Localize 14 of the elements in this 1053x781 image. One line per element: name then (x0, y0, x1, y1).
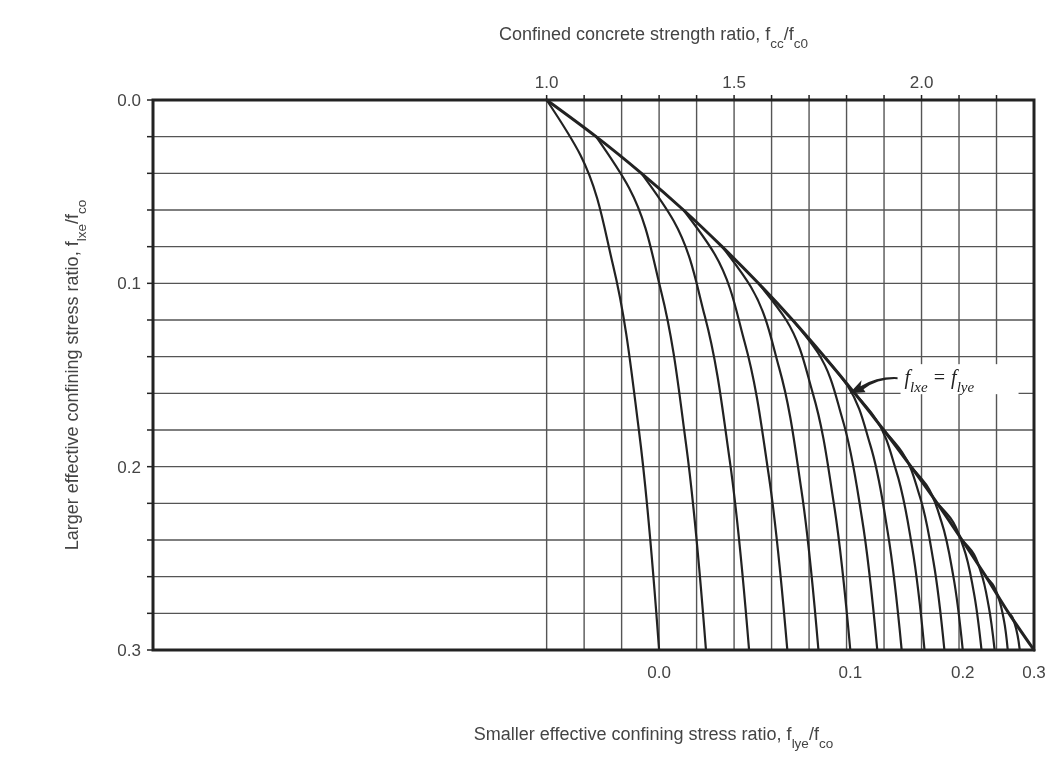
annotation: 0.0 (647, 663, 671, 682)
annotation: 0.2 (950, 663, 975, 682)
x-tick-label: 2.0 (909, 73, 934, 92)
annotation: 0.3 (1022, 663, 1046, 682)
annotation: f$_{lxe}$ = f$_{lye}$ (904, 366, 975, 396)
annotation: 0.1 (838, 663, 863, 682)
y-tick-label: 0.3 (117, 640, 141, 660)
y-tick-label: 0.1 (117, 274, 141, 294)
x-tick-label: 1.5 (722, 73, 746, 92)
text: Smaller effective confining stress ratio, f$_{lye}$/f$_{co}$ (473, 724, 834, 751)
x-axis-title: Confined concrete strength ratio, f$_{cc}$/f$_{c0}$ (499, 24, 808, 51)
y-tick-label: 0.2 (117, 457, 141, 477)
y-tick-label: 0.0 (117, 90, 141, 110)
x-tick-label: 1.0 (534, 73, 559, 92)
